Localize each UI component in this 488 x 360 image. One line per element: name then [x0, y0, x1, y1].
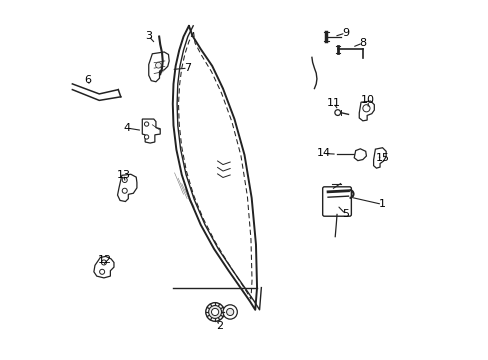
Text: 2: 2 — [215, 321, 223, 331]
Circle shape — [362, 105, 369, 112]
Circle shape — [122, 177, 127, 183]
Text: 8: 8 — [359, 38, 366, 48]
Polygon shape — [148, 52, 169, 82]
Text: 15: 15 — [375, 153, 389, 163]
Polygon shape — [94, 256, 114, 278]
Circle shape — [211, 309, 218, 316]
Text: 1: 1 — [378, 199, 385, 210]
Text: 9: 9 — [342, 28, 348, 38]
Circle shape — [144, 122, 148, 126]
Polygon shape — [117, 174, 137, 202]
Text: 5: 5 — [342, 209, 348, 219]
Text: 3: 3 — [144, 31, 152, 41]
Text: 6: 6 — [84, 75, 91, 85]
Text: 14: 14 — [316, 148, 330, 158]
Text: 13: 13 — [117, 170, 130, 180]
Polygon shape — [142, 119, 160, 143]
Circle shape — [122, 188, 127, 193]
Polygon shape — [373, 148, 386, 168]
Polygon shape — [359, 101, 373, 121]
Circle shape — [144, 135, 148, 139]
Circle shape — [226, 309, 233, 316]
FancyBboxPatch shape — [322, 187, 351, 216]
Circle shape — [101, 260, 106, 265]
Circle shape — [334, 110, 340, 116]
Text: 12: 12 — [98, 255, 111, 265]
Circle shape — [100, 269, 104, 274]
Text: 4: 4 — [123, 123, 130, 133]
Polygon shape — [353, 149, 366, 161]
Circle shape — [208, 306, 221, 319]
Text: 7: 7 — [184, 63, 191, 73]
Text: 11: 11 — [326, 98, 340, 108]
Circle shape — [155, 62, 161, 68]
Circle shape — [223, 305, 237, 319]
Circle shape — [205, 303, 224, 321]
Text: 10: 10 — [361, 95, 374, 105]
